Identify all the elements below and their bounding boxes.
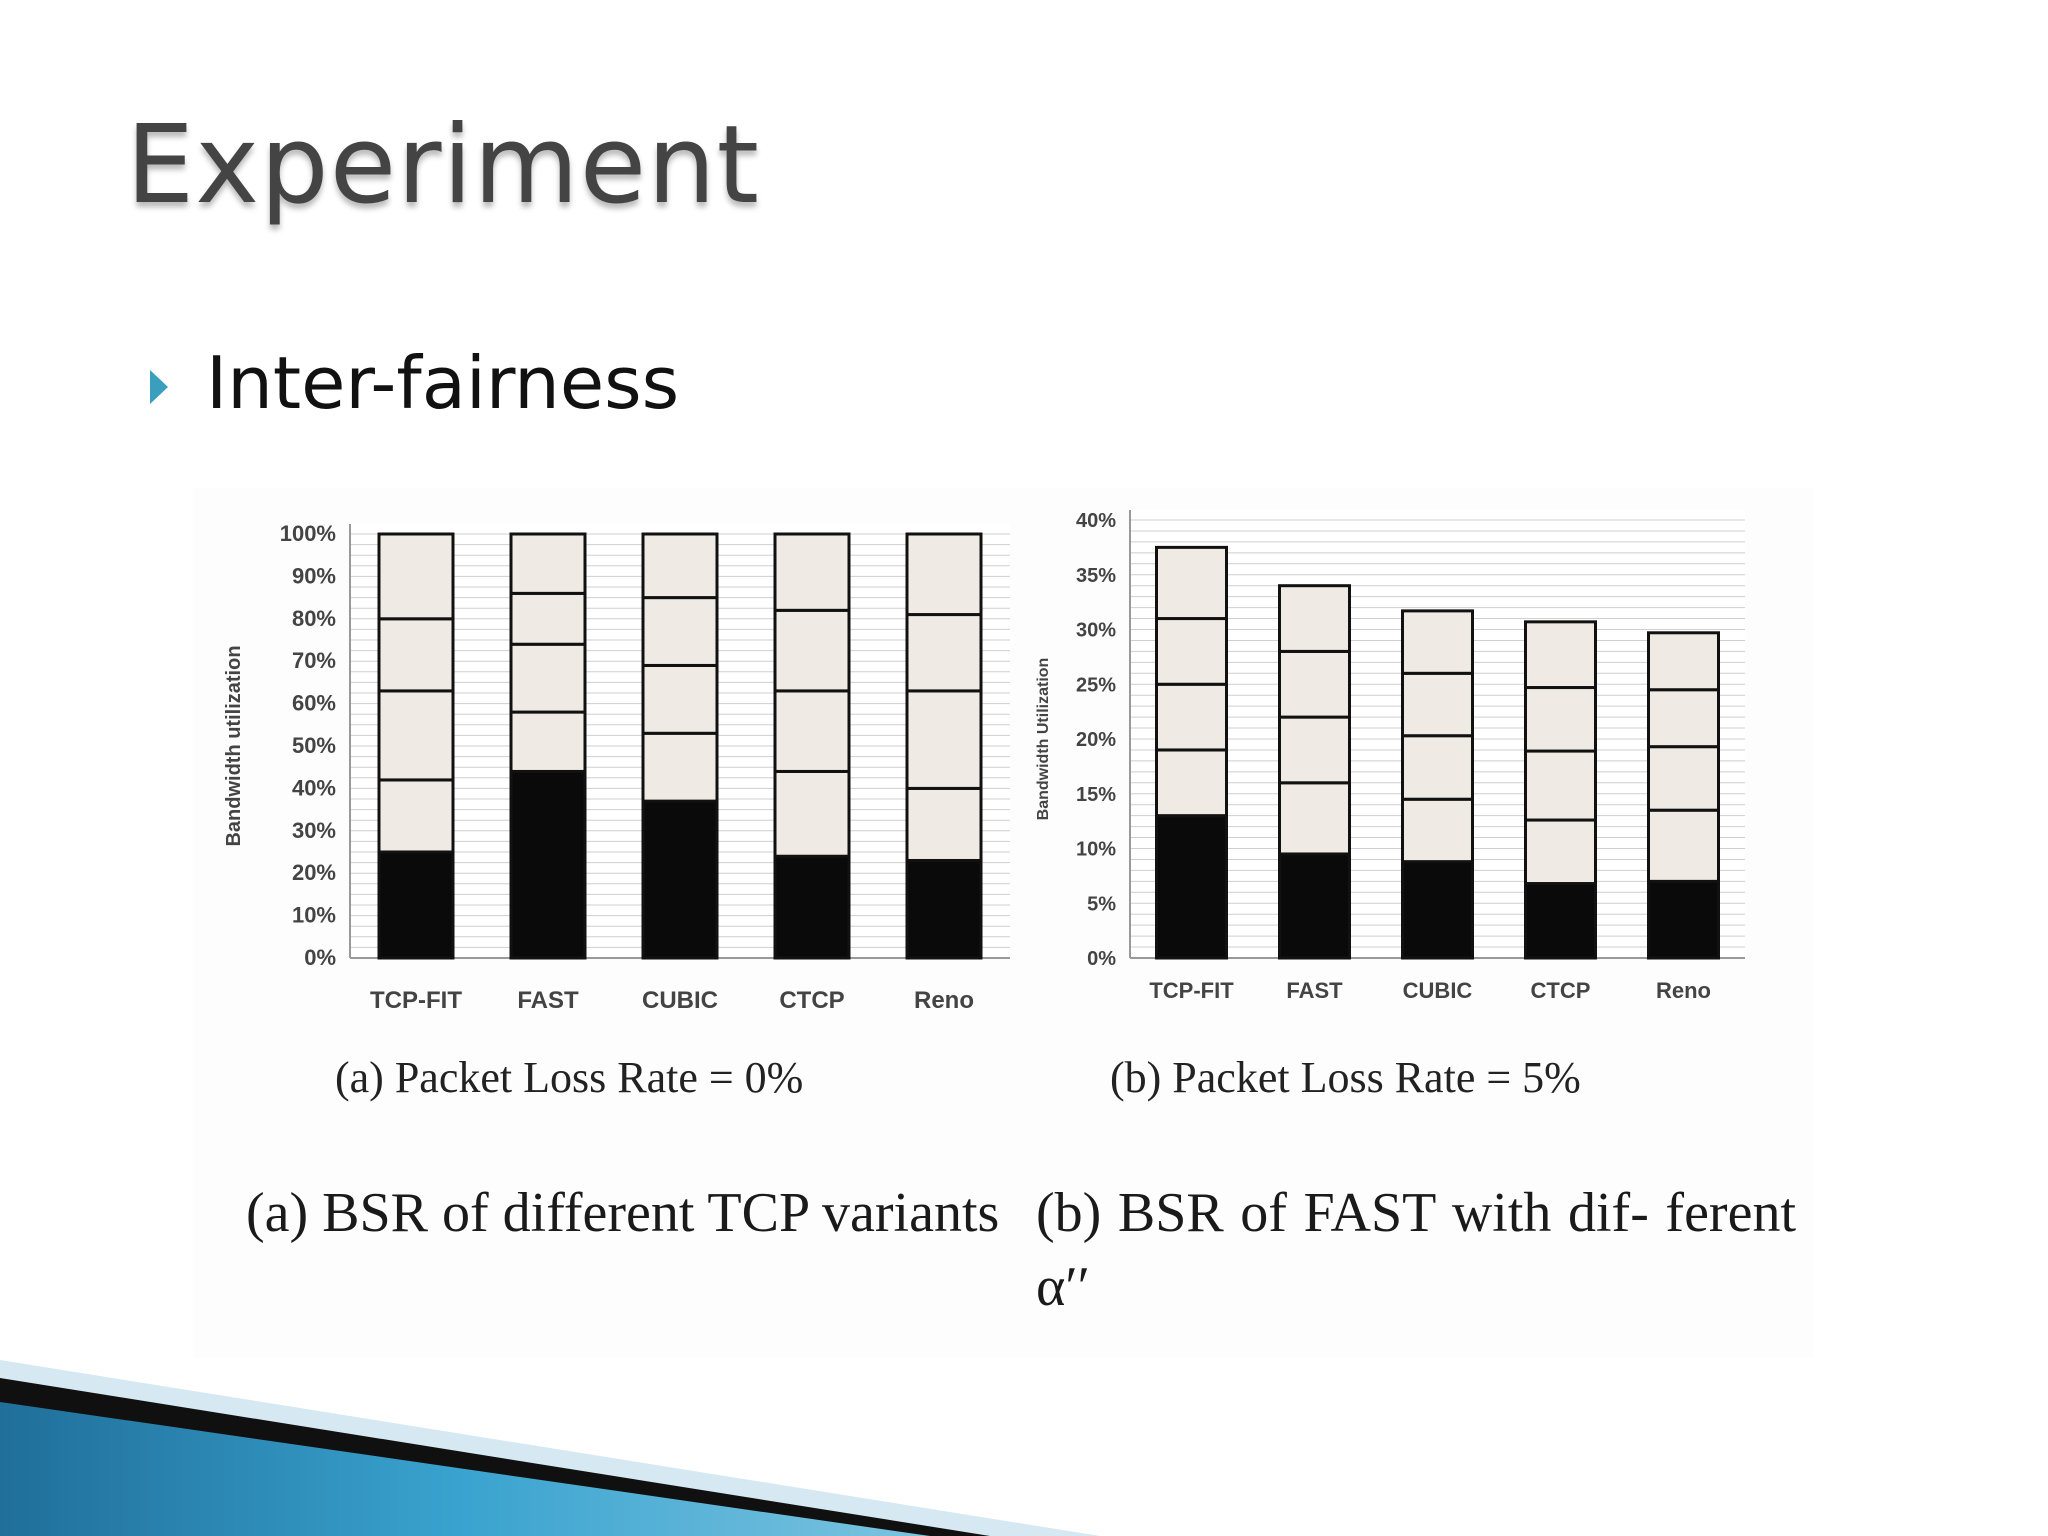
bar-segment — [1647, 745, 1720, 812]
bar-segment — [509, 532, 587, 595]
y-tick-label: 0% — [1087, 948, 1116, 970]
y-tick-label: 50% — [292, 733, 336, 758]
bar-segment — [1401, 609, 1474, 675]
bullet-arrow-shape — [150, 370, 168, 404]
y-tick-label: 40% — [292, 775, 336, 800]
y-tick-label: 40% — [1076, 510, 1116, 532]
bar-segment — [1647, 879, 1720, 960]
bar-segment — [773, 769, 851, 858]
y-tick-label: 60% — [292, 691, 336, 716]
bar-segment — [1278, 584, 1351, 653]
bar-segment — [1647, 808, 1720, 883]
bar-segment — [905, 786, 983, 862]
y-axis-title: Bandwidth Utilization — [1035, 658, 1052, 821]
bar-segment — [1278, 649, 1351, 719]
y-tick-label: 35% — [1076, 565, 1116, 587]
bar-segment — [1524, 620, 1597, 690]
x-category-label: TCP-FIT — [370, 987, 462, 1014]
x-category-label: Reno — [1656, 978, 1711, 1003]
bar-segment — [1155, 617, 1228, 686]
x-category-label: CUBIC — [1403, 978, 1473, 1003]
y-tick-label: 10% — [1076, 839, 1116, 861]
bar-segment — [641, 532, 719, 600]
y-tick-label: 20% — [292, 860, 336, 885]
y-tick-label: 80% — [292, 606, 336, 631]
bar-segment — [641, 799, 719, 960]
bar-segment — [1647, 688, 1720, 749]
x-category-label: CTCP — [1531, 978, 1591, 1003]
bar-segment — [1524, 749, 1597, 822]
bar-segment — [1647, 631, 1720, 692]
bar-segment — [509, 591, 587, 646]
y-tick-label: 25% — [1076, 674, 1116, 696]
bar-segment — [773, 854, 851, 960]
bar-segment — [377, 617, 455, 693]
bar-segment — [377, 689, 455, 782]
x-category-label: CTCP — [779, 987, 844, 1014]
bar-segment — [773, 608, 851, 693]
bar-segment — [1278, 781, 1351, 856]
bar-segment — [509, 642, 587, 714]
bar-segment — [1155, 545, 1228, 621]
chart-a-packet-loss-0: 0% 10% 20% 30% 40% 50% 60% 70% 80% 90% 100% Bandwid… — [223, 521, 1010, 1014]
footer-swoosh-decoration — [0, 1360, 1100, 1536]
slide-title: Experiment — [126, 103, 761, 228]
bar-segment — [377, 850, 455, 960]
chart-a-caption: (a) Packet Loss Rate = 0% — [335, 1053, 804, 1102]
chart-b-caption: (b) Packet Loss Rate = 5% — [1110, 1053, 1581, 1102]
bar-segment — [773, 532, 851, 612]
bar-segment — [905, 689, 983, 790]
bar-segment — [509, 710, 587, 773]
bar-segment — [1524, 882, 1597, 960]
bullet-text: Inter-fairness — [206, 341, 680, 425]
bar-segment — [773, 689, 851, 773]
bar-segment — [905, 613, 983, 693]
y-tick-label: 90% — [292, 563, 336, 588]
bar-segment — [1155, 748, 1228, 818]
y-tick-label: 10% — [292, 903, 336, 928]
bar-segment — [641, 731, 719, 803]
bar-segment — [1401, 734, 1474, 801]
y-tick-label: 15% — [1076, 784, 1116, 806]
x-category-label: TCP-FIT — [1149, 978, 1234, 1003]
bar-segment — [377, 778, 455, 854]
bar-segment — [1278, 715, 1351, 785]
y-axis-title: Bandwidth utilization — [223, 645, 245, 846]
bar-segment — [1524, 686, 1597, 753]
bar-segment — [509, 769, 587, 960]
y-tick-label: 20% — [1076, 729, 1116, 751]
triangle-right-icon — [150, 370, 168, 404]
bar-segment — [1401, 671, 1474, 738]
bar-segment — [905, 532, 983, 617]
y-tick-label: 5% — [1087, 893, 1116, 915]
y-tick-label: 30% — [1076, 620, 1116, 642]
y-tick-label: 70% — [292, 648, 336, 673]
footer-black-stripe — [0, 1378, 990, 1536]
x-category-label: Reno — [914, 987, 974, 1014]
figure-caption-a: (a) BSR of different TCP variants — [246, 1182, 1000, 1244]
bar-segment — [1401, 860, 1474, 960]
bar-segment — [1278, 852, 1351, 960]
x-category-label: FAST — [1286, 978, 1343, 1003]
bar-segment — [1524, 818, 1597, 886]
chart-b-packet-loss-5: 0% 5% 10% 15% 20% 25% 30% 35% 40% Bandwidth Utili… — [1035, 510, 1745, 1003]
x-category-label: CUBIC — [642, 987, 718, 1014]
bar-segment — [377, 532, 455, 621]
y-tick-label: 100% — [280, 521, 336, 546]
y-tick-label: 0% — [304, 945, 336, 970]
bar-segment — [641, 663, 719, 735]
bar-segment — [1155, 814, 1228, 960]
bar-segment — [1401, 797, 1474, 864]
bar-segment — [905, 858, 983, 960]
bar-segment — [641, 596, 719, 667]
bar-segment — [1155, 682, 1228, 752]
figure-caption-b: (b) BSR of FAST with dif- ferent α′′ — [1036, 1182, 1796, 1318]
y-tick-label: 30% — [292, 818, 336, 843]
x-category-label: FAST — [517, 987, 579, 1014]
